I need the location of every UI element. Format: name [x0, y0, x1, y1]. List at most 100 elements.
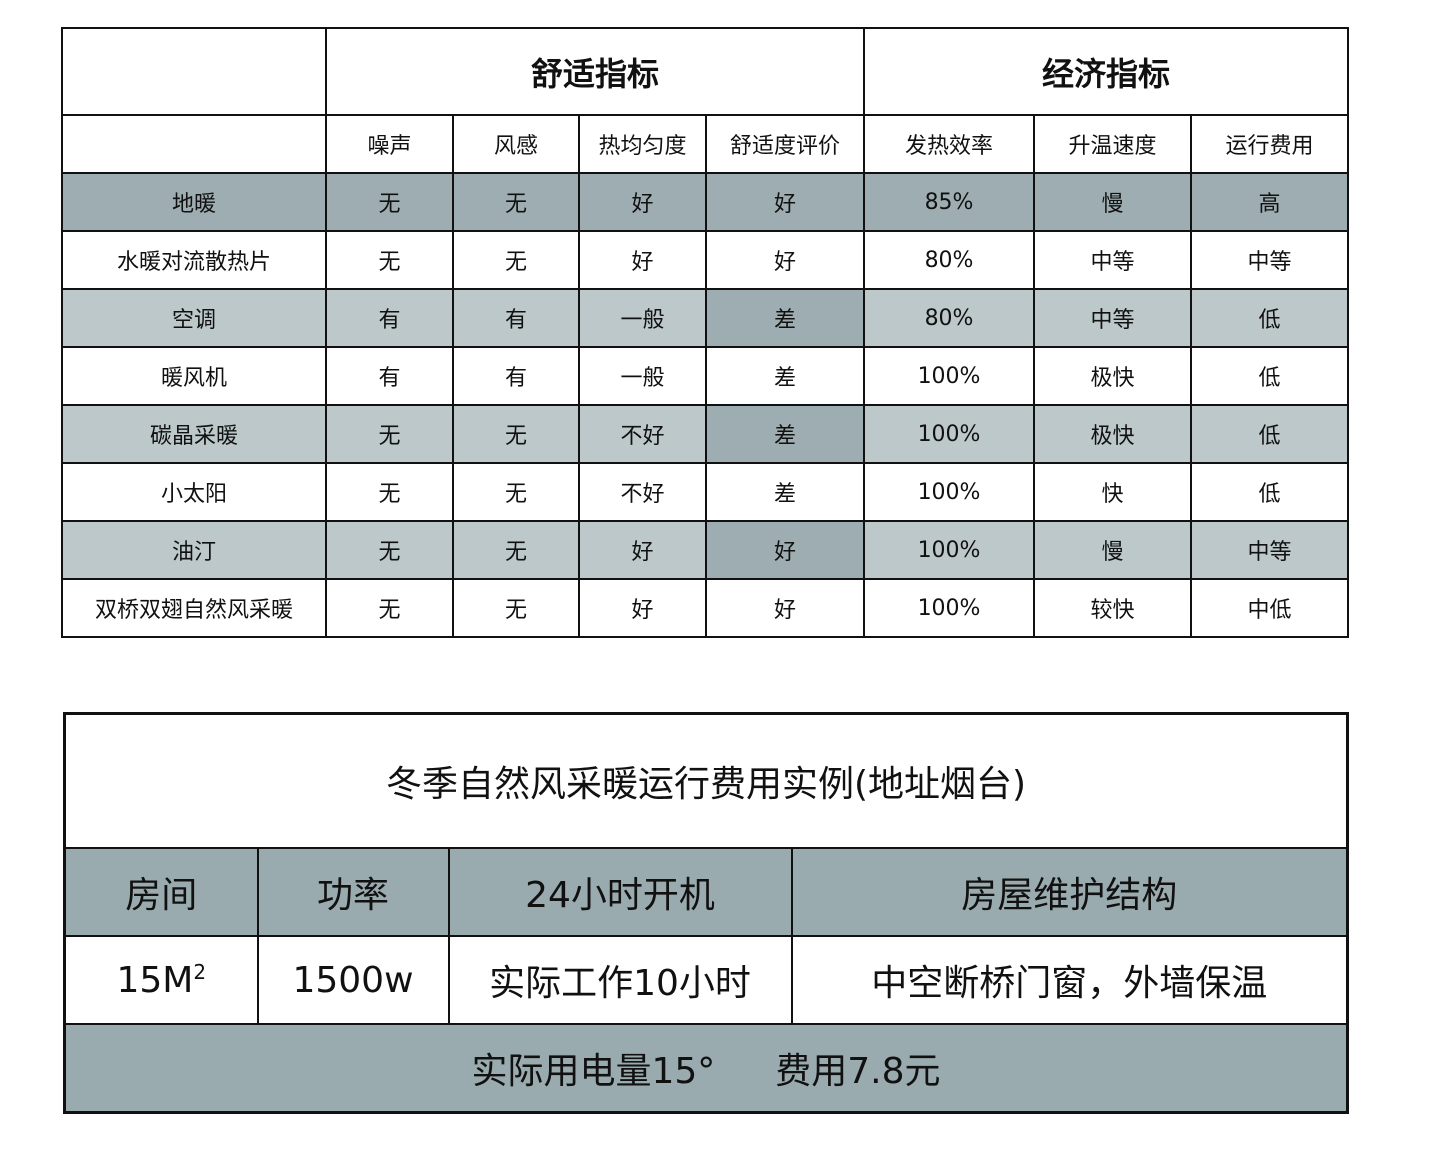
- table-cell: 100%: [863, 462, 1036, 522]
- table-cell: 不好: [578, 404, 707, 464]
- table-cell: 无: [325, 520, 454, 580]
- cost-footer-row: 实际用电量15° 费用7.8元: [63, 1023, 1349, 1114]
- table-row: 空调有有一般差 80% 中等低: [61, 288, 1350, 348]
- table-cell: 慢: [1033, 172, 1193, 232]
- power-cell: 1500w: [256, 935, 450, 1025]
- table-cell: 慢: [1033, 520, 1193, 580]
- usage-text: 实际用电量15°: [471, 1051, 716, 1092]
- column-header: 发热效率: [863, 114, 1036, 174]
- cost-value-row: 15M2 1500w 实际工作10小时 中空断桥门窗，外墙保温: [63, 935, 1349, 1025]
- table-cell: 中等: [1033, 230, 1193, 290]
- cost-footer: 实际用电量15° 费用7.8元: [63, 1023, 1349, 1114]
- table-cell: 快: [1033, 462, 1193, 522]
- running-cost-table: 冬季自然风采暖运行费用实例(地址烟台) 房间 功率 24小时开机 房屋维护结构 …: [63, 712, 1350, 1114]
- table-cell: 低: [1190, 288, 1350, 348]
- table-cell: 有: [325, 288, 454, 348]
- table-cell: 低: [1190, 404, 1350, 464]
- table-cell: 好: [578, 230, 707, 290]
- hours-cell: 实际工作10小时: [447, 935, 793, 1025]
- structure-cell: 中空断桥门窗，外墙保温: [790, 935, 1349, 1025]
- corner-cell: [61, 114, 327, 174]
- table-row: 油汀无无好好 100% 慢中等: [61, 520, 1350, 580]
- table-cell: 一般: [578, 288, 707, 348]
- table-cell: 差: [704, 346, 866, 406]
- table-cell: 无: [452, 578, 580, 638]
- table-cell: 低: [1190, 462, 1350, 522]
- column-header: 舒适度评价: [704, 114, 866, 174]
- row-label: 小太阳: [61, 462, 327, 522]
- table-cell: 低: [1190, 346, 1350, 406]
- table-cell: 100%: [863, 404, 1036, 464]
- table-cell: 差: [704, 462, 866, 522]
- table-cell: 极快: [1033, 346, 1193, 406]
- room-area: 15M: [116, 959, 194, 1001]
- table-cell: 好: [704, 172, 866, 232]
- table-cell: 中等: [1190, 520, 1350, 580]
- table-cell: 100%: [863, 520, 1036, 580]
- column-header: 24小时开机: [447, 847, 793, 937]
- table-cell: 不好: [578, 462, 707, 522]
- column-header: 房间: [63, 847, 259, 937]
- table-cell: 无: [325, 462, 454, 522]
- column-header: 运行费用: [1190, 114, 1350, 174]
- row-label: 地暖: [61, 172, 327, 232]
- column-header: 噪声: [325, 114, 454, 174]
- table-cell: 高: [1190, 172, 1350, 232]
- table-cell: 无: [325, 404, 454, 464]
- group-header-row: 舒适指标 经济指标: [61, 27, 1350, 116]
- table-cell: 中等: [1190, 230, 1350, 290]
- table-cell: 中等: [1033, 288, 1193, 348]
- table-cell: 有: [452, 288, 580, 348]
- column-header: 风感: [452, 114, 580, 174]
- table-cell: 无: [452, 462, 580, 522]
- table-cell: 无: [452, 404, 580, 464]
- table-cell: 无: [325, 172, 454, 232]
- comfort-group-header: 舒适指标: [324, 27, 866, 116]
- table-cell: 85%: [863, 172, 1036, 232]
- table-cell: 极快: [1033, 404, 1193, 464]
- table-cell: 100%: [863, 578, 1036, 638]
- table-row: 地暖无无好好 85% 慢高: [61, 172, 1350, 232]
- table-cell: 无: [325, 578, 454, 638]
- row-label: 油汀: [61, 520, 327, 580]
- table-cell: 差: [704, 404, 866, 464]
- heating-comparison-table: 舒适指标 经济指标 噪声 风感 热均匀度 舒适度评价 发热效率 升温速度 运行费…: [61, 27, 1350, 638]
- table-row: 水暖对流散热片无无好好 80% 中等 中等: [61, 230, 1350, 290]
- column-header: 房屋维护结构: [790, 847, 1349, 937]
- table-cell: 有: [452, 346, 580, 406]
- column-header: 升温速度: [1033, 114, 1193, 174]
- table-cell: 好: [578, 578, 707, 638]
- room-area-cell: 15M2: [63, 935, 259, 1025]
- table-cell: 好: [704, 578, 866, 638]
- row-label: 空调: [61, 288, 327, 348]
- table-cell: 100%: [863, 346, 1036, 406]
- table-cell: 差: [704, 288, 866, 348]
- table-cell: 较快: [1033, 578, 1193, 638]
- cost-header-row: 房间 功率 24小时开机 房屋维护结构: [63, 847, 1349, 937]
- table-cell: 80%: [863, 288, 1036, 348]
- column-header-row: 噪声 风感 热均匀度 舒适度评价 发热效率 升温速度 运行费用: [61, 114, 1350, 174]
- table-cell: 好: [704, 230, 866, 290]
- row-label: 双桥双翅自然风采暖: [61, 578, 327, 638]
- table-row: 暖风机有有一般差 100% 极快低: [61, 346, 1350, 406]
- table-cell: 好: [704, 520, 866, 580]
- table-row: 碳晶采暖无无不好差 100% 极快低: [61, 404, 1350, 464]
- economy-group-header: 经济指标: [863, 27, 1350, 116]
- room-area-superscript: 2: [193, 959, 207, 984]
- table-cell: 无: [325, 230, 454, 290]
- column-header: 功率: [256, 847, 450, 937]
- corner-cell: [61, 27, 327, 116]
- row-label: 碳晶采暖: [61, 404, 327, 464]
- cost-text: 费用7.8元: [775, 1051, 941, 1092]
- table-cell: 80%: [863, 230, 1036, 290]
- row-label: 暖风机: [61, 346, 327, 406]
- cost-table-title: 冬季自然风采暖运行费用实例(地址烟台): [63, 712, 1349, 849]
- table-cell: 好: [578, 520, 707, 580]
- table-row: 双桥双翅自然风采暖无无好好 100% 较快 中低: [61, 578, 1350, 638]
- table-cell: 中低: [1190, 578, 1350, 638]
- row-label: 水暖对流散热片: [61, 230, 327, 290]
- table-cell: 无: [452, 230, 580, 290]
- table-cell: 有: [325, 346, 454, 406]
- table-cell: 好: [578, 172, 707, 232]
- table-cell: 无: [452, 520, 580, 580]
